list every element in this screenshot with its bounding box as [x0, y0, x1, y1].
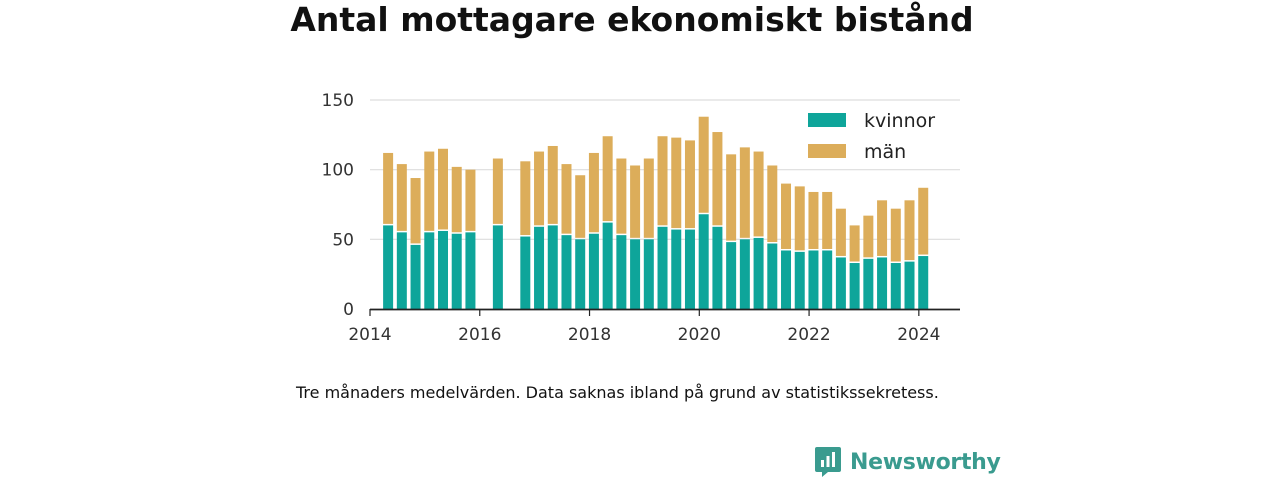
bar-kvinnor — [630, 239, 641, 309]
bar-kvinnor — [561, 235, 572, 309]
bar-kvinnor — [520, 236, 531, 309]
bar-kvinnor — [465, 232, 476, 309]
y-tick-label: 50 — [332, 230, 354, 250]
bar-man — [849, 225, 860, 262]
bar-kvinnor — [712, 226, 723, 309]
bar-man — [890, 208, 901, 262]
bar-man — [616, 158, 627, 234]
x-tick-label: 2014 — [348, 325, 391, 345]
bar-man — [753, 151, 764, 237]
bar-kvinnor — [396, 232, 407, 309]
bar-kvinnor — [616, 235, 627, 309]
bar-kvinnor — [822, 250, 833, 309]
x-tick-label: 2018 — [568, 325, 611, 345]
bar-man — [767, 165, 778, 243]
brand-logo[interactable]: Newsworthy — [814, 446, 1001, 478]
bar-kvinnor — [643, 239, 654, 309]
bar-man — [904, 200, 915, 261]
newsworthy-logo-icon — [815, 447, 841, 477]
bar-man — [684, 140, 695, 229]
bar-man — [918, 187, 929, 255]
bars — [383, 116, 929, 309]
bar-man — [698, 116, 709, 213]
bar-man — [822, 191, 833, 249]
bar-kvinnor — [753, 237, 764, 309]
bar-kvinnor — [684, 229, 695, 309]
x-tick-label: 2020 — [678, 325, 721, 345]
bar-man — [808, 191, 819, 249]
bar-man — [424, 151, 435, 231]
bar-kvinnor — [890, 263, 901, 309]
bar-kvinnor — [383, 225, 394, 309]
bar-kvinnor — [547, 225, 558, 309]
bar-man — [671, 137, 682, 229]
bar-kvinnor — [437, 230, 448, 309]
bar-kvinnor — [698, 214, 709, 309]
bar-kvinnor — [534, 226, 545, 309]
bar-man — [410, 178, 421, 244]
bar-man — [561, 164, 572, 234]
bar-kvinnor — [424, 232, 435, 309]
bar-man — [588, 152, 599, 233]
legend-swatch — [808, 144, 846, 158]
bar-man — [726, 154, 737, 241]
bar-man — [534, 151, 545, 226]
x-tick-label: 2022 — [787, 325, 830, 345]
bar-man — [437, 148, 448, 230]
bar-kvinnor — [794, 251, 805, 309]
bar-man — [781, 183, 792, 249]
bar-man — [547, 145, 558, 224]
bar-kvinnor — [657, 226, 668, 309]
bar-kvinnor — [767, 243, 778, 309]
bar-kvinnor — [671, 229, 682, 309]
y-tick-label: 150 — [322, 91, 354, 111]
axes: 0 50 100 150 2014 2016 2018 2020 2022 2024 — [322, 91, 960, 345]
bar-man — [520, 161, 531, 236]
bar-man — [657, 136, 668, 226]
bar-man — [575, 175, 586, 238]
bar-kvinnor — [602, 222, 613, 309]
bar-man — [863, 215, 874, 258]
bar-man — [643, 158, 654, 238]
y-tick-label: 100 — [322, 161, 354, 181]
bar-kvinnor — [410, 244, 421, 309]
bar-kvinnor — [849, 263, 860, 309]
bar-man — [465, 169, 476, 231]
bar-man — [602, 136, 613, 222]
bar-kvinnor — [588, 233, 599, 309]
bar-man — [877, 200, 888, 256]
bar-kvinnor — [575, 239, 586, 309]
brand-name: Newsworthy — [850, 449, 1001, 475]
chart-title: Antal mottagare ekonomiskt bistånd — [290, 0, 974, 39]
bar-man — [794, 186, 805, 251]
bar-man — [712, 132, 723, 226]
bar-man — [451, 166, 462, 233]
stacked-bar-chart: 0 50 100 150 2014 2016 2018 2020 2022 2024 kvinno… — [322, 91, 960, 345]
bar-kvinnor — [904, 261, 915, 309]
bar-man — [492, 158, 503, 224]
legend-swatch — [808, 113, 846, 127]
bar-man — [396, 164, 407, 231]
bar-kvinnor — [492, 225, 503, 309]
x-tick-label: 2016 — [458, 325, 501, 345]
legend-label: män — [864, 141, 906, 163]
bar-kvinnor — [726, 242, 737, 309]
bar-kvinnor — [781, 250, 792, 309]
legend-label: kvinnor — [864, 110, 935, 132]
bar-kvinnor — [863, 258, 874, 309]
bar-kvinnor — [918, 256, 929, 309]
bar-kvinnor — [877, 257, 888, 309]
bar-man — [739, 147, 750, 238]
x-tick-label: 2024 — [897, 325, 940, 345]
bar-kvinnor — [808, 250, 819, 309]
bar-kvinnor — [451, 233, 462, 309]
bar-man — [835, 208, 846, 256]
bar-man — [630, 165, 641, 238]
y-tick-label: 0 — [343, 300, 354, 320]
bar-kvinnor — [739, 239, 750, 309]
chart-footnote: Tre månaders medelvärden. Data saknas ib… — [296, 383, 939, 402]
bar-kvinnor — [835, 257, 846, 309]
bar-man — [383, 152, 394, 224]
legend: kvinnor män — [800, 103, 940, 167]
